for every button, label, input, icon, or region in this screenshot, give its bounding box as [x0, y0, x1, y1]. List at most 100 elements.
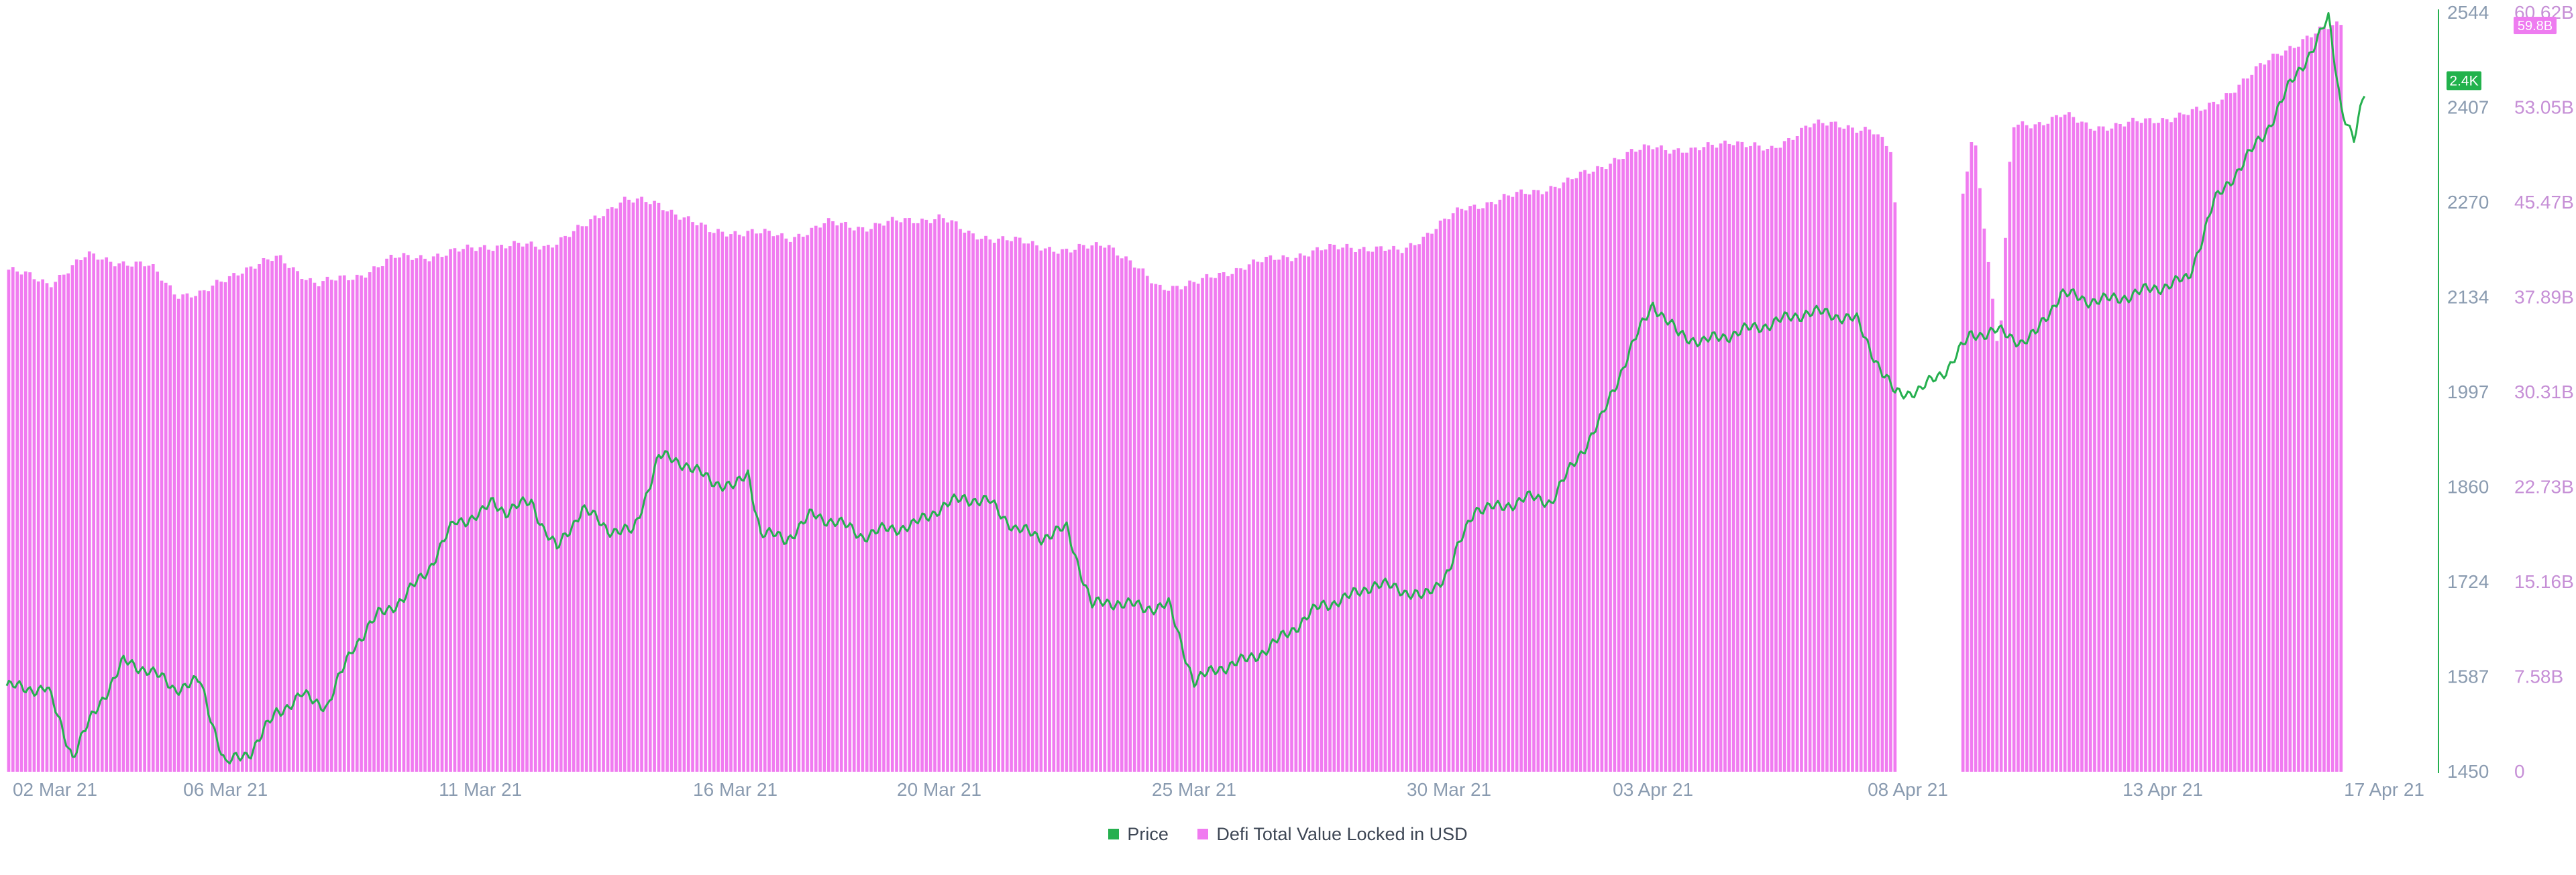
legend-swatch-tvl — [1197, 829, 1209, 839]
tvl-bar — [1846, 125, 1850, 772]
tvl-bar — [1693, 147, 1697, 772]
tvl-bar — [818, 227, 822, 772]
tvl-bar — [219, 281, 223, 772]
tvl-bar — [826, 218, 830, 772]
tvl-axis-tick-label: 53.05B — [2514, 97, 2574, 118]
tvl-bar — [822, 223, 826, 772]
legend-item-price[interactable]: Price — [1108, 824, 1169, 845]
tvl-bar — [1485, 202, 1489, 772]
tvl-bar — [2139, 123, 2143, 772]
tvl-bar — [1655, 147, 1659, 772]
tvl-bar — [2233, 93, 2237, 772]
chart-legend: Price Defi Total Value Locked in USD — [0, 823, 2576, 845]
tvl-bar — [125, 266, 129, 772]
tvl-bar — [602, 216, 605, 772]
tvl-bar — [635, 198, 639, 772]
tvl-bar — [1188, 280, 1191, 772]
tvl-bar — [2025, 125, 2029, 772]
tvl-bar — [780, 233, 784, 772]
tvl-bar — [988, 239, 992, 772]
tvl-bar — [1234, 268, 1238, 772]
tvl-bar — [2195, 107, 2198, 772]
price-axis-tick-label: 1860 — [2447, 477, 2489, 498]
tvl-bar — [1451, 213, 1455, 772]
tvl-bar — [1600, 167, 1604, 772]
tvl-bar — [1558, 188, 1561, 772]
tvl-bar — [627, 199, 631, 772]
tvl-bar — [164, 282, 168, 772]
tvl-bar — [223, 282, 227, 772]
tvl-bar — [937, 214, 941, 772]
price-axis-tick-label: 1724 — [2447, 571, 2489, 592]
tvl-bar — [504, 248, 508, 772]
tvl-bar — [1766, 149, 1770, 772]
tvl-bar — [270, 261, 274, 772]
price-axis-tick-label: 1450 — [2447, 761, 2489, 782]
tvl-bar — [1316, 247, 1319, 772]
tvl-bar — [1107, 245, 1111, 772]
tvl-bar — [920, 219, 924, 772]
tvl-bar — [580, 226, 584, 772]
tvl-bar — [1001, 236, 1005, 772]
x-axis-tick-label: 20 Mar 21 — [897, 779, 981, 800]
tvl-bar — [1375, 246, 1379, 772]
tvl-bar — [2250, 74, 2254, 772]
tvl-bar — [759, 233, 763, 772]
tvl-bar — [2335, 21, 2339, 772]
tvl-bar — [1175, 286, 1179, 772]
tvl-bar — [466, 244, 470, 772]
tvl-bar — [368, 272, 372, 772]
tvl-bar — [1010, 241, 1013, 772]
tvl-bar — [1303, 255, 1306, 772]
tvl-bar — [1494, 204, 1497, 772]
tvl-bar — [1625, 152, 1629, 772]
tvl-bar — [1532, 190, 1536, 772]
tvl-bar — [19, 274, 23, 772]
legend-item-tvl[interactable]: Defi Total Value Locked in USD — [1197, 824, 1468, 845]
tvl-bar — [1668, 154, 1672, 772]
tvl-bar — [950, 220, 954, 772]
tvl-bar — [1366, 251, 1370, 772]
tvl-bar — [79, 260, 83, 772]
tvl-bar — [1005, 240, 1009, 772]
tvl-bar — [2305, 36, 2309, 772]
tvl-bar — [742, 236, 745, 772]
tvl-bar — [1456, 207, 1459, 772]
tvl-bar — [160, 280, 164, 772]
tvl-bar — [1345, 243, 1349, 772]
tvl-axis-tick-label: 15.16B — [2514, 571, 2574, 592]
tvl-bar — [1167, 290, 1171, 772]
tvl-bar — [1269, 255, 1273, 772]
x-axis-tick-label: 13 Apr 21 — [2123, 779, 2203, 800]
tvl-bar — [113, 266, 117, 772]
tvl-bar — [1324, 249, 1328, 772]
tvl-bar — [1689, 148, 1693, 772]
tvl-bar — [1090, 245, 1094, 772]
tvl-bar — [806, 235, 809, 772]
tvl-bar — [1243, 270, 1247, 772]
tvl-bar — [2114, 123, 2118, 772]
tvl-bar — [1723, 140, 1727, 772]
tvl-bar — [975, 239, 979, 772]
tvl-bar — [1523, 194, 1527, 772]
tvl-bar — [1120, 258, 1124, 772]
tvl-bar — [1749, 145, 1752, 772]
tvl-bar — [2131, 117, 2135, 772]
tvl-bar — [801, 237, 805, 772]
tvl-bar — [1056, 253, 1060, 772]
tvl-bar — [1421, 237, 1426, 772]
tvl-bar — [1859, 130, 1863, 772]
tvl-bar — [2267, 60, 2271, 772]
tvl-bar — [1621, 159, 1625, 772]
tvl-bar — [2029, 128, 2033, 772]
tvl-bar — [1409, 243, 1413, 772]
x-axis-tick-label: 17 Apr 21 — [2344, 779, 2424, 800]
tvl-bar — [1320, 250, 1324, 772]
tvl-bar — [1413, 245, 1417, 772]
tvl-bar — [1880, 137, 1884, 772]
tvl-bar — [1030, 241, 1034, 772]
tvl-bar — [2097, 126, 2101, 772]
tvl-bar — [2284, 50, 2288, 772]
tvl-bar — [2246, 78, 2249, 772]
tvl-bar — [1978, 188, 1982, 772]
